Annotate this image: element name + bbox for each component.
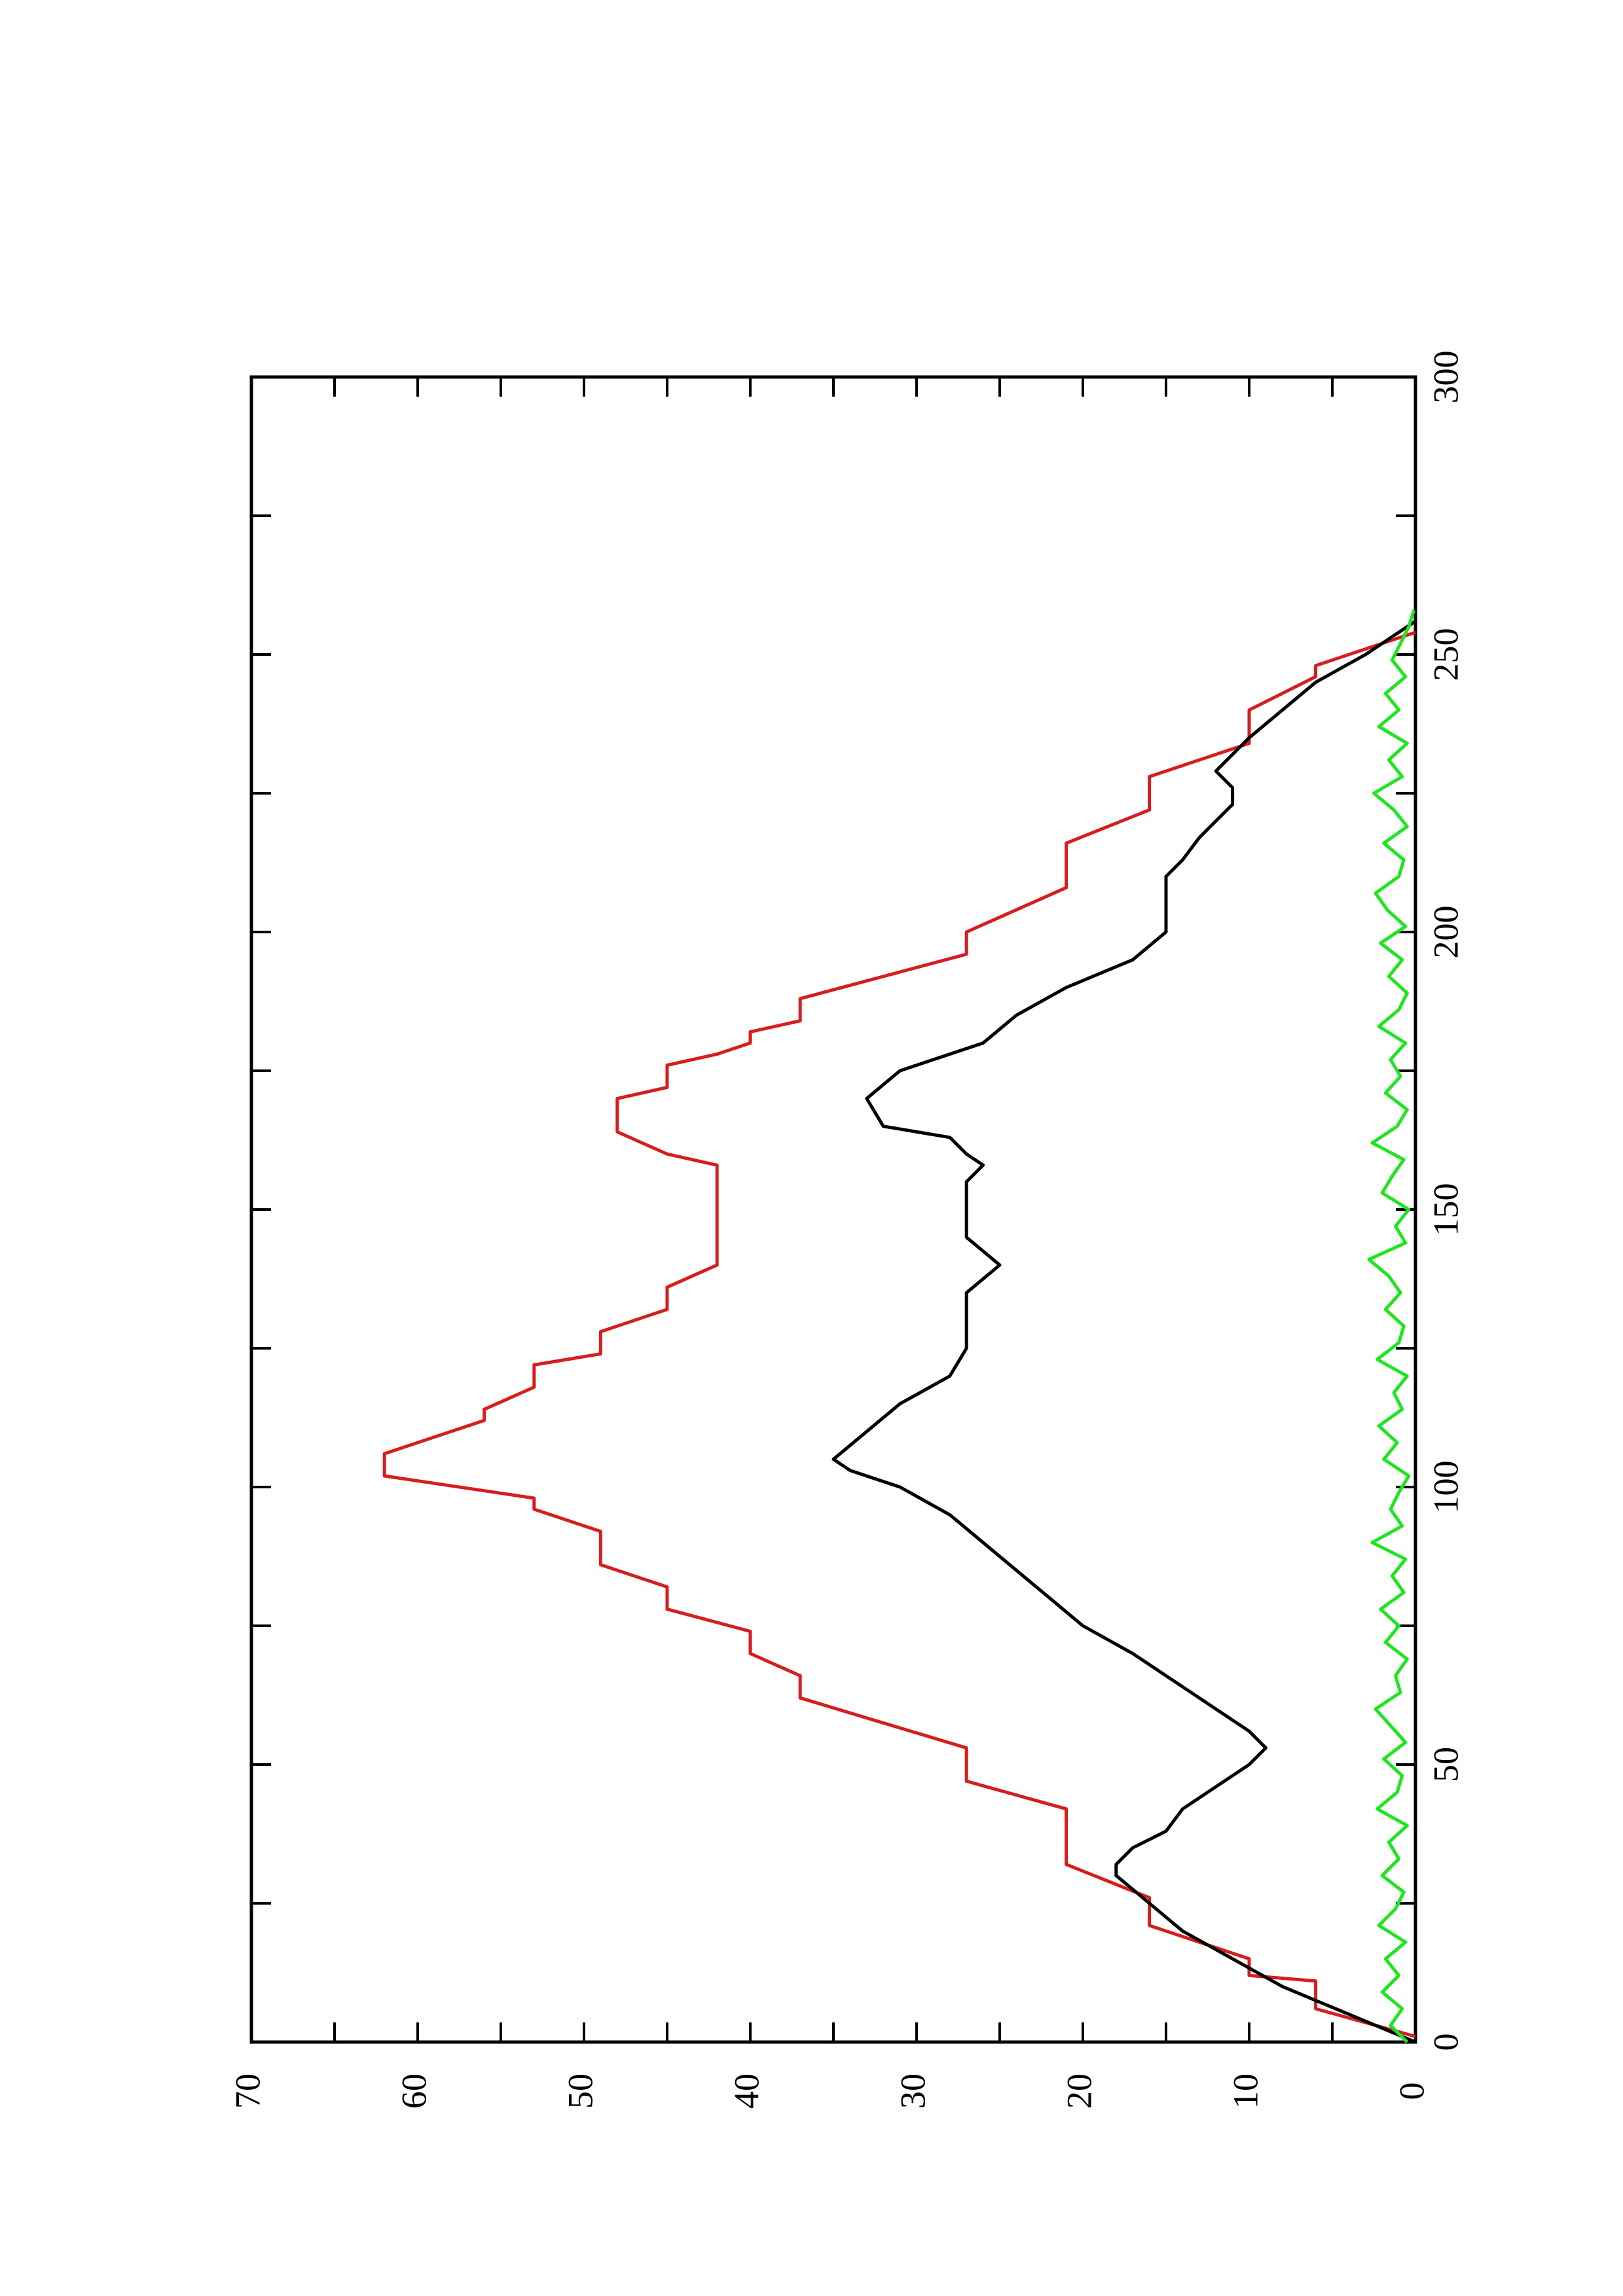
y-tick-label: 20 [1059, 2073, 1099, 2109]
series-line [831, 620, 1417, 2044]
x-tick-label: 200 [1426, 906, 1465, 959]
x-tick-label: 100 [1426, 1461, 1465, 1514]
y-tick-label: 70 [228, 2073, 267, 2109]
y-tick-label: 40 [727, 2073, 766, 2109]
x-tick-label: 250 [1426, 628, 1465, 681]
x-tick-label: 300 [1426, 351, 1465, 404]
plot-frame [249, 375, 1417, 2044]
x-tick-label: 0 [1426, 2034, 1465, 2051]
y-tick-label: 60 [394, 2073, 433, 2109]
y-tick-label: 30 [893, 2073, 932, 2109]
x-tick-label: 150 [1426, 1183, 1465, 1236]
y-tick-label: 50 [560, 2073, 600, 2109]
series-line [382, 630, 1416, 2038]
y-tick-label: 0 [1392, 2083, 1431, 2100]
x-tick-label: 50 [1426, 1747, 1465, 1782]
series-line [1367, 609, 1415, 2043]
y-tick-label: 10 [1226, 2073, 1265, 2109]
